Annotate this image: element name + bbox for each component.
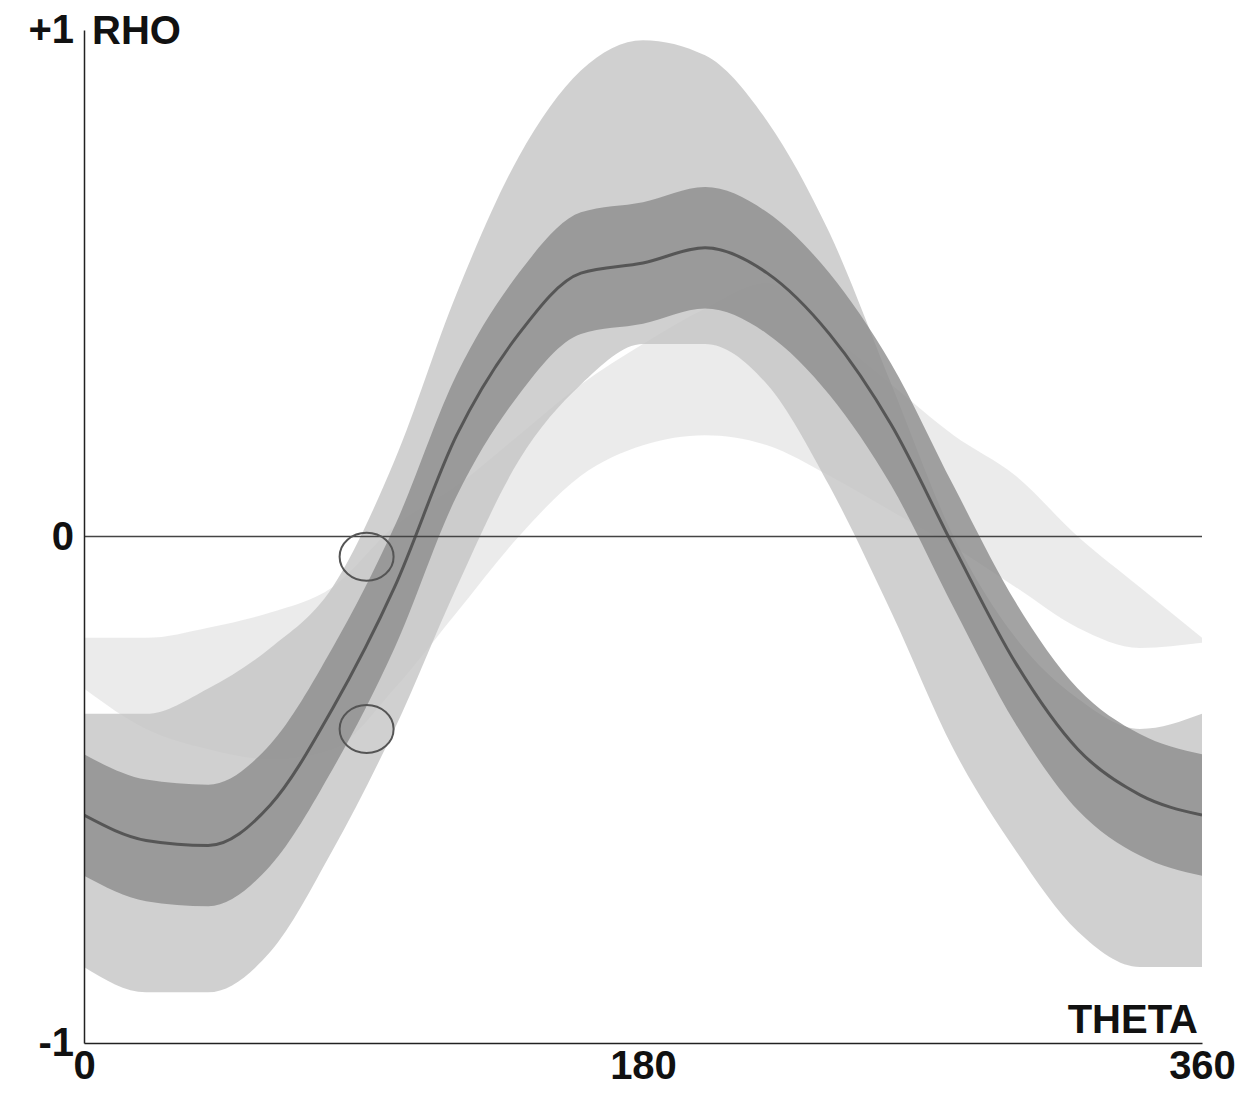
- circle-marker: [340, 533, 394, 581]
- density-band: [84, 187, 1202, 906]
- zero-line: [84, 536, 1202, 538]
- density-ridge: [84, 248, 1202, 846]
- y-tick: +1: [28, 7, 84, 51]
- circle-marker: [340, 705, 394, 753]
- x-tick-label: 360: [1169, 1043, 1236, 1087]
- y-tick-label: 0: [52, 514, 74, 558]
- density-band: [84, 40, 1202, 992]
- x-tick: 180: [610, 1043, 677, 1087]
- y-axis-line: [84, 31, 86, 1044]
- x-tick-label: 0: [73, 1043, 95, 1087]
- y-tick-label: -1: [38, 1020, 74, 1064]
- y-tick-label: +1: [28, 7, 74, 51]
- y-axis: +1 0 -1: [28, 7, 84, 1064]
- y-tick: -1: [38, 1020, 84, 1064]
- x-axis-title: THETA: [1068, 997, 1198, 1041]
- x-tick: 360: [1169, 1043, 1236, 1087]
- x-tick-label: 180: [610, 1043, 677, 1087]
- plot-area: [84, 40, 1202, 992]
- y-tick: 0: [52, 514, 84, 558]
- y-axis-title: RHO: [92, 8, 181, 52]
- chart: 0180360+10-1RHOTHETA: [0, 0, 1247, 1103]
- x-axis: 0 180 360: [73, 1043, 1236, 1087]
- x-tick: 0: [73, 1043, 95, 1087]
